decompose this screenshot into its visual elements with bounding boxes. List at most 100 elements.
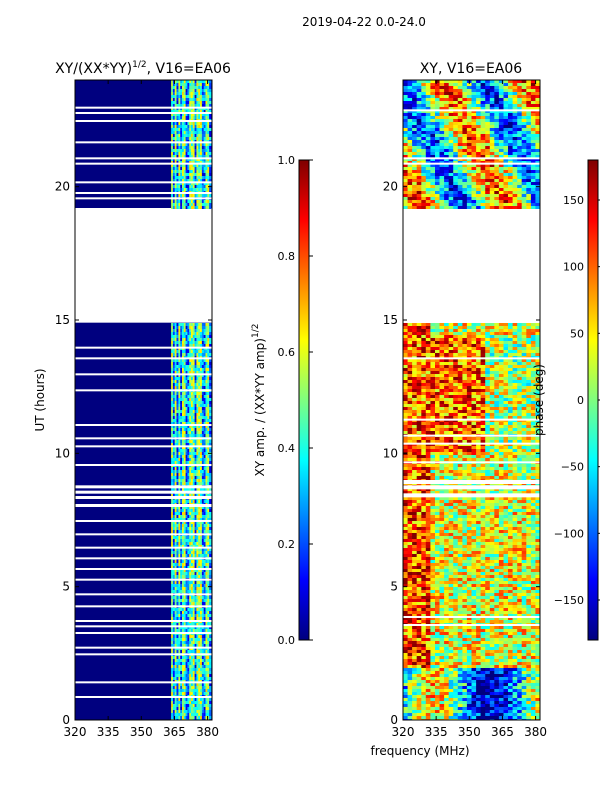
amplitude-cell [189, 194, 192, 197]
amplitude-cell [205, 329, 208, 332]
phase-cell [498, 104, 504, 107]
amplitude-cell [207, 362, 210, 365]
amplitude-cell [172, 710, 176, 713]
amplitude-cell [207, 512, 210, 515]
amplitude-cell [196, 440, 199, 443]
amplitude-cell [182, 332, 185, 335]
phase-cell [444, 137, 450, 140]
amplitude-cell [176, 410, 179, 413]
amplitude-cell [201, 392, 205, 395]
amplitude-cell [201, 113, 205, 116]
amplitude-cell [171, 170, 174, 173]
amplitude-cell [172, 500, 176, 503]
amplitude-cell [205, 515, 208, 518]
amplitude-cell [178, 149, 181, 152]
flagged-row [75, 346, 212, 349]
phase-cell [508, 119, 513, 122]
amplitude-cell [185, 104, 188, 107]
amplitude-cell [203, 545, 206, 548]
amplitude-cell [201, 506, 205, 509]
amplitude-cell [198, 431, 201, 434]
amplitude-cell [185, 617, 188, 620]
amplitude-cell [201, 689, 205, 692]
amplitude-cell [180, 623, 183, 626]
amplitude-cell [209, 677, 212, 680]
amplitude-cell [182, 572, 185, 575]
amplitude-cell [191, 599, 194, 602]
amplitude-cell [171, 185, 174, 188]
amplitude-cell [180, 455, 183, 458]
amplitude-cell [180, 470, 183, 473]
phase-cell [498, 122, 504, 125]
phase-cell [407, 80, 413, 83]
amplitude-cell [172, 617, 176, 620]
amplitude-cell [182, 542, 185, 545]
phase-cell [453, 149, 459, 152]
amplitude-cell [201, 641, 205, 644]
amplitude-cell [198, 179, 201, 182]
amplitude-cell [203, 488, 206, 491]
phase-cell [471, 161, 477, 164]
amplitude-cell [174, 662, 177, 665]
amplitude-cell [203, 656, 206, 659]
phase-cell [448, 143, 454, 146]
phase-cell [498, 149, 504, 152]
amplitude-cell [176, 623, 179, 626]
amplitude-cell [182, 518, 185, 521]
amplitude-cell [207, 617, 210, 620]
phase-cell [471, 140, 477, 143]
amplitude-cell [205, 566, 208, 569]
phase-cell [494, 113, 500, 116]
amplitude-cell [191, 566, 194, 569]
amplitude-cell [200, 158, 203, 161]
amplitude-cell [185, 353, 188, 356]
phase-cell [421, 110, 427, 113]
phase-cell [503, 158, 509, 161]
amplitude-cell [187, 707, 190, 710]
phase-cell [489, 143, 495, 146]
amplitude-cell [192, 440, 195, 443]
phase-cell [439, 167, 445, 170]
amplitude-cell [176, 371, 179, 374]
amplitude-cell [171, 83, 174, 86]
phase-cell [430, 98, 436, 101]
amplitude-cell [196, 422, 199, 425]
amplitude-cell [201, 548, 205, 551]
amplitude-cell [185, 542, 188, 545]
amplitude-cell [207, 410, 210, 413]
amplitude-cell [203, 158, 206, 161]
amplitude-cell [203, 506, 206, 509]
amplitude-cell [174, 470, 177, 473]
amplitude-cell [191, 326, 194, 329]
amplitude-cell [191, 161, 194, 164]
amplitude-cell [207, 575, 210, 578]
phase-cell [476, 107, 482, 110]
amplitude-cell [187, 110, 190, 113]
amplitude-cell [178, 329, 181, 332]
phase-cell [462, 146, 468, 149]
amplitude-cell [182, 335, 185, 338]
y-tick-label: 5 [62, 580, 70, 594]
amplitude-cell [176, 395, 179, 398]
amplitude-cell [207, 440, 210, 443]
amplitude-cell [192, 365, 195, 368]
amplitude-cell [174, 80, 177, 83]
amplitude-cell [171, 80, 174, 83]
amplitude-cell [180, 338, 183, 341]
amplitude-cell [174, 152, 177, 155]
amplitude-cell [198, 446, 201, 449]
amplitude-cell [201, 476, 205, 479]
amplitude-cell [205, 458, 208, 461]
amplitude-cell [194, 701, 197, 704]
phase-cell [498, 95, 504, 98]
amplitude-cell [183, 395, 186, 398]
amplitude-cell [203, 521, 206, 524]
phase-cell [494, 107, 500, 110]
phase-cell [448, 131, 454, 134]
phase-cell [444, 173, 450, 176]
amplitude-cell [200, 143, 203, 146]
flagged-row [75, 197, 212, 200]
amplitude-cell [178, 668, 181, 671]
amplitude-cell [200, 179, 203, 182]
amplitude-cell [194, 179, 197, 182]
